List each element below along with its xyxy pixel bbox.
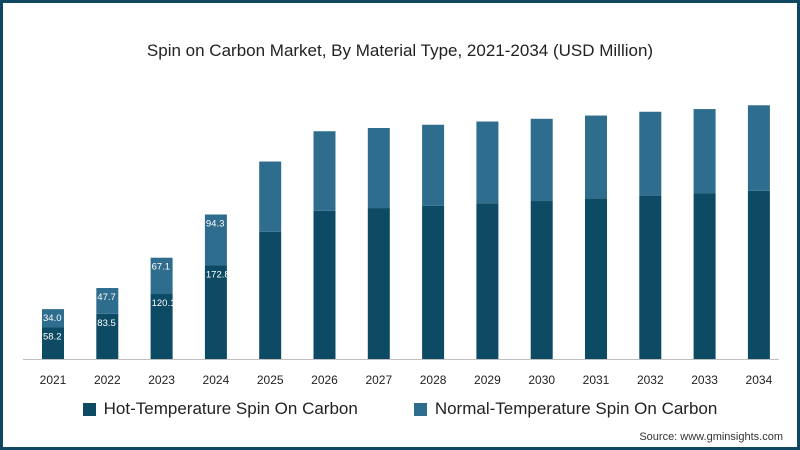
data-label-normal-2024: 94.3 (206, 218, 225, 229)
bar-hot-2021 (42, 327, 64, 359)
bar-normal-2029 (476, 121, 499, 204)
x-tick-label-2027: 2027 (365, 373, 392, 387)
bar-normal-2023 (150, 257, 173, 295)
bar-normal-2026 (313, 131, 336, 211)
x-tick-label-2022: 2022 (94, 373, 121, 387)
bar-hot-2026 (313, 210, 336, 359)
data-label-normal-2023: 67.1 (152, 262, 171, 273)
legend-item-normal: Normal-Temperature Spin On Carbon (413, 399, 718, 419)
bar-normal-2033 (693, 109, 716, 194)
chart-title: Spin on Carbon Market, By Material Type,… (146, 41, 654, 60)
x-tick-label-2033: 2033 (691, 373, 718, 387)
bar-hot-2030 (530, 201, 553, 359)
x-tick-label-2031: 2031 (583, 373, 610, 387)
source-note: Source: www.gminsights.com (639, 431, 783, 443)
bar-normal-2024 (204, 214, 227, 266)
legend-swatch-normal (413, 402, 427, 416)
x-tick-label-2028: 2028 (420, 373, 447, 387)
bar-normal-2034 (747, 105, 770, 191)
legend-swatch-hot (82, 402, 96, 416)
x-tick-label-2034: 2034 (746, 373, 773, 387)
bar-hot-2031 (585, 198, 607, 359)
x-tick-label-2024: 2024 (203, 373, 230, 387)
x-tick-label-2029: 2029 (474, 373, 501, 387)
bar-hot-2032 (639, 195, 662, 359)
bar-hot-2028 (422, 205, 445, 359)
data-label-hot-2024: 172.8 (206, 270, 230, 281)
x-tick-label-2026: 2026 (311, 373, 338, 387)
x-tick-label-2025: 2025 (257, 373, 284, 387)
data-label-normal-2021: 34.0 (43, 313, 62, 324)
data-label-hot-2022: 83.5 (97, 318, 116, 329)
bar-chart: 58.2 34.0 2021 83.5 47.7 2022 120.1 67.1 2023 172… (23, 105, 779, 387)
bar-normal-2025 (259, 161, 282, 232)
bar-hot-2023 (150, 294, 173, 359)
bar-normal-2030 (530, 118, 553, 202)
data-label-normal-2022: 47.7 (97, 292, 116, 303)
bar-hot-2027 (367, 208, 390, 359)
bar-hot-2024 (204, 265, 227, 359)
bar-normal-2031 (585, 115, 607, 199)
x-tick-label-2032: 2032 (637, 373, 664, 387)
bar-hot-2029 (476, 203, 499, 359)
legend: Hot-Temperature Spin On Carbon Normal-Te… (3, 399, 797, 419)
x-tick-label-2023: 2023 (148, 373, 175, 387)
legend-label-hot: Hot-Temperature Spin On Carbon (103, 399, 358, 418)
bar-normal-2027 (367, 127, 390, 209)
bar-hot-2033 (693, 193, 716, 359)
bar-hot-2034 (747, 190, 770, 359)
legend-label-normal: Normal-Temperature Spin On Carbon (434, 399, 718, 418)
data-label-hot-2023: 120.1 (152, 298, 176, 309)
x-tick-label-2021: 2021 (40, 373, 67, 387)
bar-hot-2025 (259, 231, 282, 359)
bar-normal-2021 (42, 309, 64, 328)
x-tick-label-2030: 2030 (528, 373, 555, 387)
bar-normal-2028 (422, 124, 445, 206)
legend-item-hot: Hot-Temperature Spin On Carbon (82, 399, 358, 419)
bar-normal-2022 (96, 288, 119, 314)
bar-hot-2022 (96, 313, 119, 359)
bar-normal-2032 (639, 111, 662, 196)
data-label-hot-2021: 58.2 (43, 332, 62, 343)
